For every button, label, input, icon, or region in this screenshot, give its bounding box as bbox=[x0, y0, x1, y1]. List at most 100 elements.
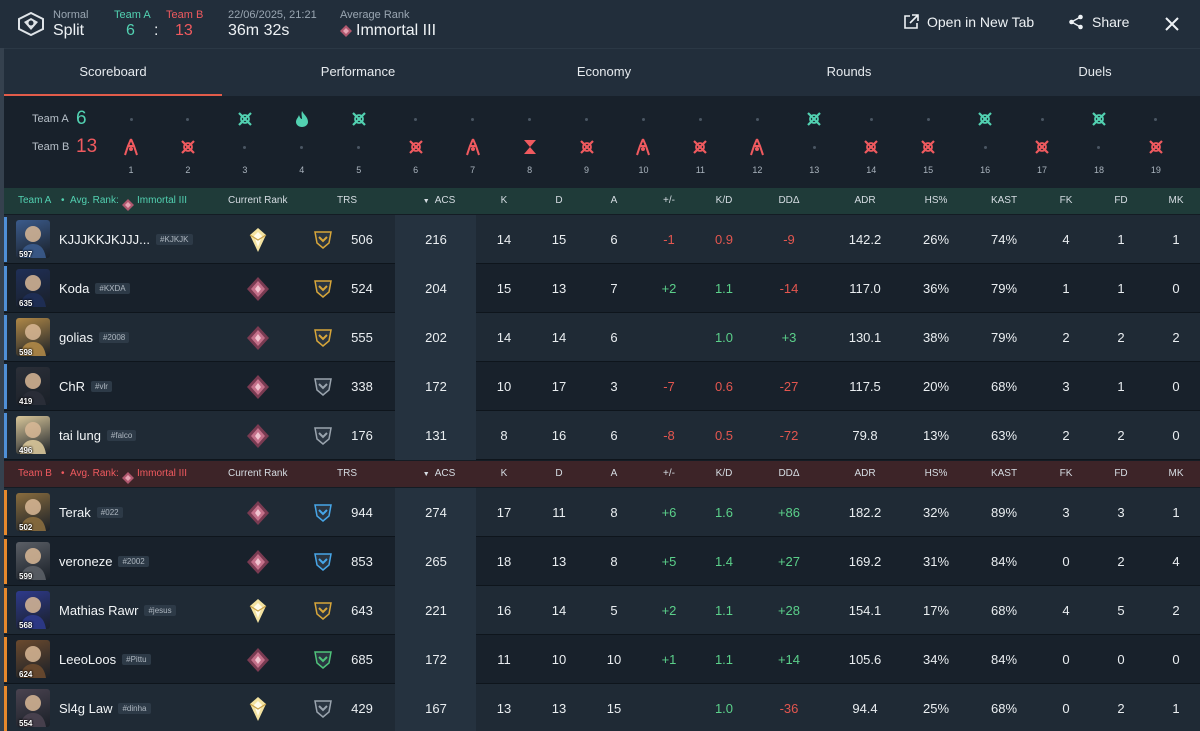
team-a-bullet: • bbox=[61, 195, 65, 206]
open-new-tab-button[interactable]: Open in New Tab bbox=[903, 14, 1034, 30]
multi-kills-value: 4 bbox=[1172, 554, 1180, 569]
tab-rounds[interactable]: Rounds bbox=[826, 64, 872, 79]
player-name[interactable]: veroneze #2002 bbox=[59, 554, 149, 569]
round-spike-defused-icon[interactable] bbox=[293, 110, 311, 128]
player-row[interactable]: 554 Sl4g Law #dinha 429 167 13 13 15 1.0 -36 94.4 2… bbox=[4, 684, 1200, 731]
tab-performance[interactable]: Performance bbox=[320, 64, 396, 79]
column-kast[interactable]: KAST bbox=[990, 468, 1018, 479]
column-acs[interactable]: ▼ ACS bbox=[414, 188, 464, 215]
column-k[interactable]: K bbox=[500, 195, 508, 206]
round-empty-dot bbox=[471, 118, 475, 121]
column-mk[interactable]: MK bbox=[1168, 468, 1184, 479]
column-hs[interactable]: HS% bbox=[924, 468, 948, 479]
player-name[interactable]: LeeoLoos #Pittu bbox=[59, 652, 151, 667]
column-trs[interactable]: TRS bbox=[337, 195, 357, 206]
multi-kills-value: 0 bbox=[1172, 428, 1180, 443]
player-row[interactable]: 635 Koda #KXDA 524 204 15 13 7 +2 1.1 -14 117.0 36% 7… bbox=[4, 264, 1200, 313]
player-row[interactable]: 568 Mathias Rawr #jesus 643 221 16 14 5 +2 1.1 +28… bbox=[4, 586, 1200, 635]
dd-delta-value: +86 bbox=[777, 505, 801, 520]
column-plus-minus[interactable]: +/- bbox=[663, 195, 675, 206]
player-name[interactable]: KJJJKKJKJJJ... #KJKJK bbox=[59, 232, 193, 247]
share-icon bbox=[1069, 14, 1083, 30]
round-time-expired-icon[interactable] bbox=[521, 138, 539, 156]
round-elimination-icon[interactable] bbox=[691, 138, 709, 156]
player-row[interactable]: 598 golias #2008 555 202 14 14 6 1.0 +3 130.1 38% 79… bbox=[4, 313, 1200, 362]
round-elimination-icon[interactable] bbox=[805, 110, 823, 128]
column-a[interactable]: A bbox=[610, 195, 618, 206]
round-elimination-icon[interactable] bbox=[1147, 138, 1165, 156]
tab-economy[interactable]: Economy bbox=[576, 64, 632, 79]
player-row[interactable]: 419 ChR #vlr 338 172 10 17 3 -7 0.6 -27 117.5 20% 68%… bbox=[4, 362, 1200, 411]
round-spike-detonated-icon[interactable] bbox=[122, 138, 140, 156]
round-elimination-icon[interactable] bbox=[919, 138, 937, 156]
player-name[interactable]: Mathias Rawr #jesus bbox=[59, 603, 176, 618]
player-tag: #dinha bbox=[118, 703, 151, 714]
round-elimination-icon[interactable] bbox=[976, 110, 994, 128]
player-name[interactable]: Terak #022 bbox=[59, 505, 123, 520]
round-elimination-icon[interactable] bbox=[407, 138, 425, 156]
column-dd[interactable]: DDΔ bbox=[778, 468, 800, 479]
column-d[interactable]: D bbox=[555, 468, 563, 479]
account-level: 597 bbox=[19, 250, 33, 259]
player-row[interactable]: 624 LeeoLoos #Pittu 685 172 11 10 10 +1 1.1 +14 105… bbox=[4, 635, 1200, 684]
player-name-text: KJJJKKJKJJJ... bbox=[59, 232, 151, 247]
player-name[interactable]: ChR #vlr bbox=[59, 379, 112, 394]
column-hs[interactable]: HS% bbox=[924, 195, 948, 206]
player-row[interactable]: 502 Terak #022 944 274 17 11 8 +6 1.6 +86 182.2 32% 8… bbox=[4, 488, 1200, 537]
kills-value: 16 bbox=[496, 603, 512, 618]
column-adr[interactable]: ADR bbox=[854, 195, 876, 206]
player-name[interactable]: tai lung #falco bbox=[59, 428, 137, 443]
column-mk[interactable]: MK bbox=[1168, 195, 1184, 206]
assists-value: 7 bbox=[610, 281, 618, 296]
agent-avatar bbox=[16, 318, 50, 356]
player-name[interactable]: Sl4g Law #dinha bbox=[59, 701, 151, 716]
column-acs[interactable]: ▼ ACS bbox=[414, 461, 464, 488]
acs-highlight bbox=[395, 362, 476, 411]
round-elimination-icon[interactable] bbox=[862, 138, 880, 156]
column-fk[interactable]: FK bbox=[1059, 195, 1073, 206]
tab-duels[interactable]: Duels bbox=[1078, 64, 1112, 79]
column-k[interactable]: K bbox=[500, 468, 508, 479]
column-trs[interactable]: TRS bbox=[337, 468, 357, 479]
team-color-bar bbox=[4, 217, 7, 262]
player-row[interactable]: 599 veroneze #2002 853 265 18 13 8 +5 1.4 +27 169.2… bbox=[4, 537, 1200, 586]
player-row[interactable]: 597 KJJJKKJKJJJ... #KJKJK 506 216 14 15 6 -1 0.9-… bbox=[4, 215, 1200, 264]
first-deaths-value: 2 bbox=[1117, 428, 1125, 443]
column-dd[interactable]: DDΔ bbox=[778, 195, 800, 206]
round-elimination-icon[interactable] bbox=[1090, 110, 1108, 128]
column-d[interactable]: D bbox=[555, 195, 563, 206]
column-kd[interactable]: K/D bbox=[715, 195, 733, 206]
player-name[interactable]: golias #2008 bbox=[59, 330, 130, 345]
round-empty-dot bbox=[1154, 118, 1158, 121]
deaths-value: 13 bbox=[551, 281, 567, 296]
deaths-value: 14 bbox=[551, 330, 567, 345]
column-fd[interactable]: FD bbox=[1114, 468, 1128, 479]
assists-value: 6 bbox=[610, 330, 618, 345]
column-kd[interactable]: K/D bbox=[715, 468, 733, 479]
round-elimination-icon[interactable] bbox=[578, 138, 596, 156]
close-icon[interactable] bbox=[1162, 14, 1182, 34]
player-row[interactable]: 496 tai lung #falco 176 131 8 16 6 -8 0.5 -72 79.8 1… bbox=[4, 411, 1200, 460]
column-a[interactable]: A bbox=[610, 468, 618, 479]
round-spike-detonated-icon[interactable] bbox=[634, 138, 652, 156]
trs-value: 176 bbox=[351, 428, 373, 443]
column-adr[interactable]: ADR bbox=[854, 468, 876, 479]
round-elimination-icon[interactable] bbox=[1033, 138, 1051, 156]
column-fk[interactable]: FK bbox=[1059, 468, 1073, 479]
round-spike-detonated-icon[interactable] bbox=[464, 138, 482, 156]
kast-value: 63% bbox=[990, 428, 1018, 443]
column-kast[interactable]: KAST bbox=[990, 195, 1018, 206]
player-name[interactable]: Koda #KXDA bbox=[59, 281, 130, 296]
round-timeline: Team A 6 Team B 13 1 2 3 4 5 6 7 8 9 10 11 12 13 14 15… bbox=[4, 96, 1200, 188]
round-elimination-icon[interactable] bbox=[236, 110, 254, 128]
agent-avatar bbox=[16, 640, 50, 678]
round-number: 10 bbox=[638, 165, 649, 175]
deaths-value: 15 bbox=[551, 232, 567, 247]
round-elimination-icon[interactable] bbox=[179, 138, 197, 156]
round-elimination-icon[interactable] bbox=[350, 110, 368, 128]
column-plus-minus[interactable]: +/- bbox=[663, 468, 675, 479]
round-spike-detonated-icon[interactable] bbox=[748, 138, 766, 156]
column-fd[interactable]: FD bbox=[1114, 195, 1128, 206]
share-button[interactable]: Share bbox=[1068, 14, 1129, 30]
tab-scoreboard[interactable]: Scoreboard bbox=[4, 49, 222, 96]
